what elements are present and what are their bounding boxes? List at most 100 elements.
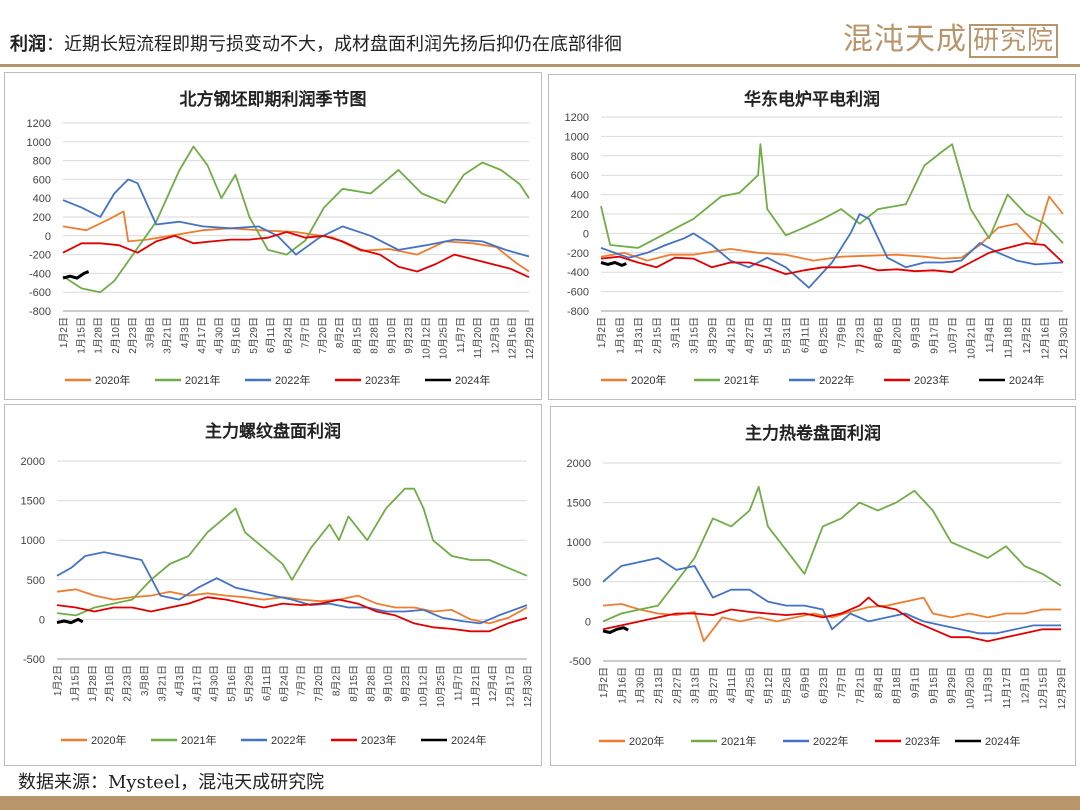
x-tick-label: 12月16日 (507, 317, 519, 359)
x-tick-label: 4月17日 (196, 317, 208, 354)
header-divider (0, 64, 1080, 67)
series-line-2021 (56, 487, 528, 617)
x-tick-label: 7月21日 (854, 667, 866, 704)
y-tick-label: 2000 (567, 458, 591, 470)
x-tick-label: 4月30日 (209, 665, 221, 702)
x-tick-label: 11月18日 (1003, 317, 1015, 359)
x-tick-label: 5月12日 (763, 667, 775, 704)
x-tick-label: 11月21日 (470, 665, 482, 707)
brand-logo-box: 研究院 (969, 24, 1059, 58)
series-line-2024 (62, 270, 90, 280)
x-tick-label: 9月1日 (909, 667, 921, 698)
y-tick-label: 1000 (21, 535, 45, 547)
x-tick-label: 12月16日 (1040, 317, 1052, 359)
x-tick-label: 12月1日 (1019, 667, 1031, 704)
brand-logo-text: 混沌天成 (843, 22, 967, 57)
x-tick-label: 12月30日 (522, 665, 534, 707)
x-tick-label: 6月24日 (278, 665, 290, 702)
legend-label: 2021年 (721, 734, 756, 748)
x-tick-label: 10月12日 (418, 665, 430, 707)
y-tick-label: 1200 (565, 112, 589, 124)
legend-label: 2021年 (181, 733, 216, 747)
x-tick-label: 2月15日 (651, 317, 663, 354)
series-line-2020 (600, 195, 1064, 262)
x-tick-label: 8月20日 (892, 317, 904, 354)
y-tick-label: 0 (45, 231, 51, 243)
chart-panel-billet: 北方钢坯即期利润季节图 1200 1000 800 600 400 200 0 -200 -400… (4, 72, 542, 400)
legend-label: 2024年 (455, 373, 490, 387)
x-tick-label: 2月10日 (104, 665, 116, 702)
y-tick-label: 800 (33, 156, 51, 168)
y-tick-label: -500 (569, 656, 591, 668)
y-tick-label: 1200 (27, 118, 51, 130)
x-tick-label: 11月7日 (455, 317, 467, 353)
y-tick-label: 0 (39, 614, 45, 626)
chart-hrc-futures-profit: 主力热卷盘面利润 2000 1500 1000 500 0 -500 1月2日 1月16日 1月3… (567, 423, 1068, 748)
x-tick-label: 1月15日 (75, 317, 87, 354)
x-tick-label: 6月23日 (818, 667, 830, 704)
data-source-note: 数据来源：Mysteel，混沌天成研究院 (18, 772, 325, 793)
x-tick-label: 1月2日 (58, 317, 70, 348)
x-tick-label: 10月7日 (947, 317, 959, 354)
chart-eaf-profit: 华东电炉平电利润 1200 1000 800 600 400 200 0 -200 -400 -60… (565, 89, 1070, 387)
y-tick-label: 1500 (567, 498, 591, 510)
y-tick-label: 1000 (27, 137, 51, 149)
x-tick-label: 1月15日 (69, 665, 81, 702)
x-tick-label: 5月16日 (231, 317, 243, 354)
series-line-2023 (600, 242, 1064, 276)
x-tick-label: 7月23日 (855, 317, 867, 354)
page-title: 利润：近期长短流程即期亏损变动不大，成材盘面利润先扬后抑仍在底部徘徊 (10, 30, 622, 56)
x-tick-label: 1月2日 (52, 665, 64, 696)
y-tick-label: -400 (29, 268, 51, 280)
series-line-2024 (600, 261, 627, 267)
x-tick-label: 1月16日 (616, 667, 628, 704)
y-tick-label: 600 (33, 174, 51, 186)
x-tick-label: 11月20日 (472, 317, 484, 359)
x-tick-label: 5月31日 (781, 317, 793, 354)
legend-label: 2021年 (724, 373, 759, 387)
x-tick-label: 3月21日 (162, 317, 174, 354)
x-tick-label: 8月4日 (873, 667, 885, 698)
legend-label: 2022年 (275, 373, 310, 387)
legend-label: 2020年 (95, 373, 130, 387)
legend-label: 2024年 (985, 734, 1020, 748)
x-tick-label: 6月11日 (265, 317, 277, 353)
y-tick-label: 0 (585, 616, 591, 628)
y-tick-label: 500 (573, 577, 591, 589)
x-tick-label: 3月13日 (690, 667, 702, 704)
x-tick-label: 6月11日 (261, 665, 273, 701)
x-tick-label: 7月20日 (313, 665, 325, 702)
x-tick-label: 7月9日 (836, 317, 848, 348)
page-title-text: ：近期长短流程即期亏损变动不大，成材盘面利润先扬后抑仍在底部徘徊 (46, 34, 622, 55)
x-tick-label: 4月25日 (745, 667, 757, 704)
y-tick-label: -400 (567, 267, 589, 279)
series-line-2024 (56, 617, 84, 625)
x-tick-label: 4月17日 (191, 665, 203, 702)
y-tick-label: 500 (27, 575, 45, 587)
legend-label: 2023年 (905, 734, 940, 748)
x-tick-label: 7月7日 (836, 667, 848, 698)
series-line-2024 (602, 626, 629, 634)
chart-panel-rebar: 主力螺纹盘面利润 2000 1500 1000 500 0 -500 1月2日 1月15日 1月2… (4, 404, 542, 766)
x-tick-label: 9月17日 (929, 317, 941, 354)
x-tick-label: 12月4日 (487, 665, 499, 702)
x-tick-label: 9月10日 (383, 665, 395, 702)
y-tick-label: -200 (567, 248, 589, 260)
x-tick-label: 10月25日 (435, 665, 447, 707)
y-tick-label: 2000 (21, 456, 45, 468)
x-tick-label: 11月4日 (984, 317, 996, 353)
x-tick-label: 12月2日 (1021, 317, 1033, 354)
x-tick-label: 12月30日 (1058, 317, 1070, 359)
x-tick-label: 1月2日 (598, 667, 610, 698)
footer-bar (0, 796, 1080, 810)
chart-title: 华东电炉平电利润 (744, 89, 880, 110)
x-tick-label: 9月15日 (928, 667, 940, 704)
x-tick-label: 4月12日 (725, 317, 737, 354)
x-tick-label: 2月23日 (127, 317, 139, 354)
series-line-2021 (62, 145, 530, 294)
x-tick-label: 12月17日 (505, 665, 517, 707)
page-title-keyword: 利润 (10, 34, 46, 55)
x-tick-label: 12月29日 (1056, 667, 1068, 709)
x-tick-label: 8月2日 (331, 665, 343, 696)
x-tick-label: 5月14日 (762, 317, 774, 354)
